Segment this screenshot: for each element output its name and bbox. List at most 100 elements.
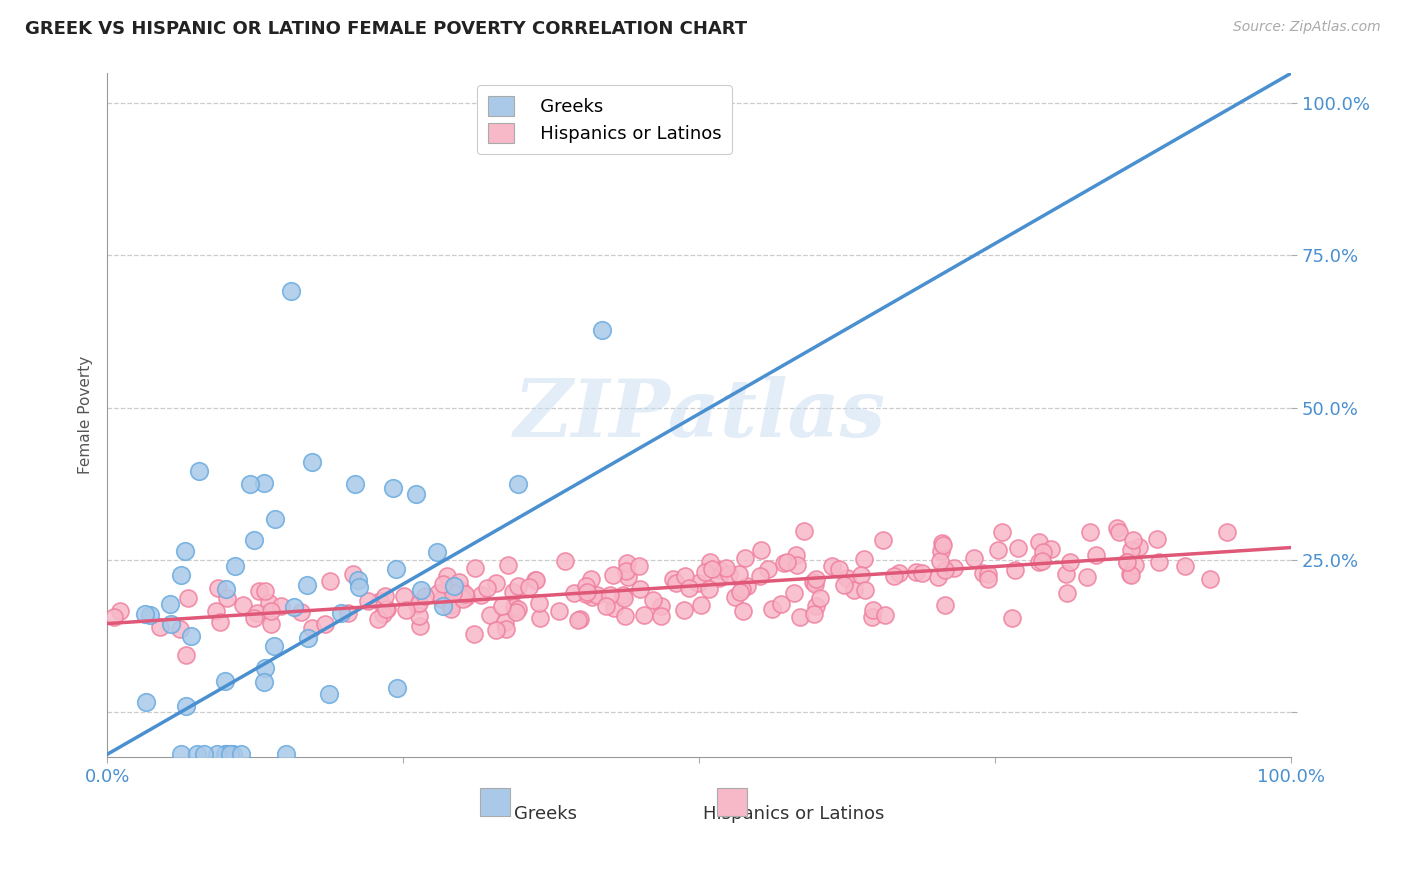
Point	[714, 561, 737, 575]
Point	[290, 605, 312, 619]
Point	[932, 538, 955, 552]
Point	[911, 566, 934, 581]
Point	[844, 583, 866, 598]
Point	[761, 602, 783, 616]
Point	[409, 619, 432, 633]
Point	[887, 566, 910, 581]
Point	[581, 590, 603, 604]
Point	[246, 606, 269, 620]
Point	[783, 586, 806, 600]
Point	[569, 612, 592, 626]
Point	[375, 602, 398, 616]
Point	[260, 604, 283, 618]
Point	[554, 554, 576, 568]
Point	[852, 552, 875, 566]
Point	[222, 747, 245, 762]
Point	[1059, 555, 1081, 569]
Point	[851, 567, 873, 582]
Point	[108, 604, 131, 618]
Point	[808, 591, 831, 606]
Point	[773, 556, 796, 570]
Point	[502, 585, 524, 599]
FancyBboxPatch shape	[481, 789, 510, 815]
Point	[929, 554, 952, 568]
Point	[440, 598, 463, 612]
Point	[612, 588, 634, 602]
Point	[205, 604, 228, 618]
Point	[1078, 524, 1101, 539]
Point	[820, 559, 842, 574]
Text: 0.700: 0.700	[572, 106, 630, 124]
Point	[1115, 555, 1137, 569]
Legend:    Greeks,    Hispanics or Latinos: Greeks, Hispanics or Latinos	[478, 86, 733, 154]
Point	[395, 603, 418, 617]
Point	[408, 596, 430, 610]
Point	[263, 640, 285, 654]
Point	[872, 533, 894, 547]
Point	[828, 562, 851, 576]
Point	[373, 607, 395, 622]
Point	[463, 627, 485, 641]
Point	[1028, 555, 1050, 569]
Point	[214, 674, 236, 689]
Point	[318, 574, 340, 588]
Point	[1108, 525, 1130, 540]
Point	[496, 558, 519, 573]
Point	[494, 615, 516, 630]
Point	[368, 593, 391, 607]
Point	[873, 608, 896, 623]
Point	[1121, 568, 1143, 582]
Point	[484, 575, 506, 590]
Point	[976, 572, 998, 586]
Point	[737, 578, 759, 592]
Text: Greeks: Greeks	[513, 805, 576, 823]
Point	[579, 572, 602, 586]
Point	[207, 582, 229, 596]
Point	[447, 574, 470, 589]
Point	[475, 581, 498, 595]
Point	[1056, 586, 1078, 600]
Point	[1001, 611, 1024, 625]
Point	[942, 561, 965, 575]
Point	[853, 583, 876, 598]
Point	[384, 562, 406, 576]
Point	[832, 577, 855, 591]
Text: N =: N =	[638, 106, 672, 124]
Point	[699, 555, 721, 569]
Point	[595, 599, 617, 614]
Point	[628, 582, 651, 596]
Point	[1123, 558, 1146, 572]
Point	[253, 674, 276, 689]
Point	[375, 601, 398, 615]
Point	[367, 611, 389, 625]
Point	[209, 615, 232, 629]
Point	[426, 545, 449, 559]
Point	[963, 551, 986, 566]
Point	[575, 579, 598, 593]
Point	[1004, 563, 1026, 577]
Point	[387, 681, 409, 696]
Point	[707, 571, 730, 585]
Point	[613, 591, 636, 606]
Point	[450, 582, 472, 597]
Point	[314, 616, 336, 631]
Point	[451, 591, 474, 606]
Point	[440, 602, 463, 616]
Point	[686, 575, 709, 590]
Point	[1198, 572, 1220, 586]
Point	[408, 609, 430, 624]
Point	[665, 575, 688, 590]
Point	[603, 600, 626, 615]
Point	[427, 586, 450, 600]
Point	[186, 747, 208, 762]
Point	[253, 476, 276, 491]
Point	[1105, 521, 1128, 535]
Point	[717, 567, 740, 582]
Point	[215, 747, 238, 762]
Point	[627, 558, 650, 573]
Point	[734, 551, 756, 566]
Point	[776, 555, 799, 569]
Text: Hispanics or Latinos: Hispanics or Latinos	[703, 805, 884, 823]
Point	[343, 477, 366, 491]
Point	[243, 610, 266, 624]
